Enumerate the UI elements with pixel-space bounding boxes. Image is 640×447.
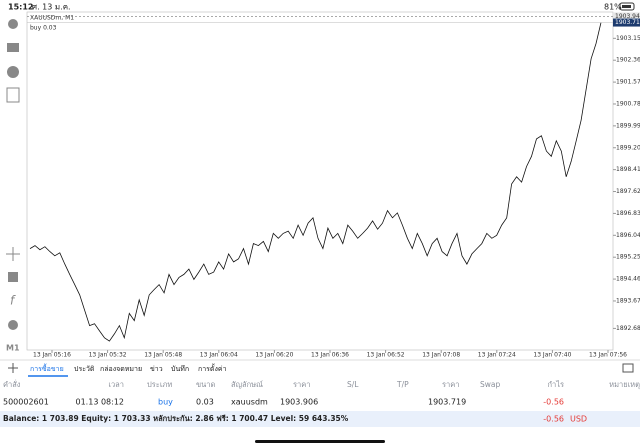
- table-cell: xauusdm: [231, 398, 268, 407]
- table-header: S/L: [347, 380, 359, 389]
- y-tick-label: 1896.040: [616, 232, 640, 239]
- y-tick-label: 1895.250: [616, 254, 640, 261]
- x-tick-label: 13 Jan 07:24: [478, 352, 516, 359]
- y-tick-label: 1903.150: [616, 35, 640, 42]
- table-cell: 01.13 08:12: [76, 398, 125, 407]
- timeframe[interactable]: M1: [6, 344, 20, 353]
- x-tick-label: 13 Jan 05:48: [144, 352, 182, 359]
- x-tick-label: 13 Jan 06:04: [200, 352, 238, 359]
- y-tick-label: 1897.620: [616, 188, 640, 195]
- add-button[interactable]: [8, 363, 18, 373]
- menu-button[interactable]: [622, 363, 634, 373]
- summary-profit: -0.56: [543, 415, 564, 424]
- chart: 1892.680 1893.670 1894.460 1895.250 1896.040…: [27, 12, 640, 359]
- summary-bg: [0, 411, 640, 427]
- x-tick-label: 13 Jan 06:36: [311, 352, 349, 359]
- account-icon[interactable]: [8, 19, 18, 29]
- objects-icon[interactable]: [8, 320, 18, 330]
- bottom-panel: การซื้อขาย ประวัติ กล่องจดหมาย ข่าว บันทึก กา…: [0, 362, 640, 443]
- chat-icon[interactable]: [7, 66, 19, 78]
- chart-frame: [26, 11, 614, 351]
- x-tick-label: 13 Jan 07:56: [589, 352, 627, 359]
- sidebar: f: [6, 19, 20, 330]
- table-header: ราคา: [293, 380, 310, 389]
- x-tick-label: 13 Jan 06:20: [255, 352, 293, 359]
- trade-icon[interactable]: [7, 43, 19, 52]
- table-header: Swap: [480, 380, 500, 389]
- tab[interactable]: การตั้งค่า: [198, 362, 227, 373]
- table-cell: buy: [158, 398, 173, 407]
- y-tick-label: 1894.460: [616, 276, 640, 283]
- status-time: 15:12: [8, 3, 33, 12]
- table-header: ขนาด: [196, 380, 215, 389]
- table-header: ราคา: [442, 380, 459, 389]
- tab[interactable]: การซื้อขาย: [30, 362, 64, 373]
- x-tick-label: 13 Jan 05:16: [33, 352, 71, 359]
- x-tick-label: 13 Jan 05:32: [89, 352, 127, 359]
- function-icon[interactable]: f: [10, 294, 16, 308]
- tab[interactable]: กล่องจดหมาย: [100, 365, 142, 373]
- y-tick-label: 1892.680: [616, 325, 640, 332]
- x-tick-label: 13 Jan 07:08: [422, 352, 460, 359]
- y-tick-label: 1901.570: [616, 79, 640, 86]
- current-price-box: [613, 18, 640, 27]
- table-header: หมายเหตุ: [609, 380, 640, 389]
- table-header: คำสั่ง: [3, 379, 21, 389]
- chart-symbol: XAUUSDm, M1: [30, 15, 74, 22]
- tab[interactable]: ข่าว: [150, 365, 163, 373]
- indicator-icon[interactable]: [8, 272, 18, 282]
- table-header: กำไร: [547, 380, 564, 389]
- buy-level-box: [613, 12, 640, 21]
- table-header: เวลา: [108, 380, 124, 389]
- status-date: ศ. 13 ม.ค.: [32, 3, 71, 12]
- table-header: สัญลักษณ์: [231, 380, 263, 389]
- battery-level: [622, 5, 631, 8]
- y-tick-label: 1896.830: [616, 210, 640, 217]
- table-cell: 1903.906: [280, 398, 318, 407]
- home-indicator: [255, 440, 385, 443]
- battery-icon: [619, 2, 635, 11]
- table-header: ประเภท: [147, 380, 172, 389]
- y-tick-label: 1899.990: [616, 122, 640, 129]
- summary-currency: USD: [570, 415, 587, 424]
- y-tick-label: 1893.670: [616, 297, 640, 304]
- price-line: [29, 22, 602, 342]
- table-cell: 1903.719: [428, 398, 466, 407]
- y-tick-label: 1898.410: [616, 166, 640, 173]
- x-tick-label: 13 Jan 07:40: [533, 352, 571, 359]
- new-order-icon[interactable]: [6, 87, 20, 103]
- y-tick-label: 1902.360: [616, 57, 640, 64]
- table-header: T/P: [396, 380, 409, 389]
- current-price-label: 1903.719: [615, 19, 640, 26]
- tab[interactable]: ประวัติ: [74, 365, 95, 373]
- table-cell: -0.56: [543, 398, 564, 407]
- buy-level-label: 1903.940: [615, 13, 640, 20]
- x-tick-label: 13 Jan 06:52: [367, 352, 405, 359]
- order-label: buy 0.03: [30, 25, 57, 32]
- tab[interactable]: บันทึก: [171, 364, 189, 373]
- summary-text: Balance: 1 703.89 Equity: 1 703.33 หลักป…: [3, 414, 349, 423]
- table-cell: 0.03: [196, 398, 214, 407]
- table-cell: 500002601: [3, 398, 49, 407]
- y-tick-label: 1900.780: [616, 100, 640, 107]
- crosshair-icon[interactable]: [6, 247, 20, 261]
- y-tick-label: 1899.200: [616, 144, 640, 151]
- status-battery: 81%: [604, 3, 622, 12]
